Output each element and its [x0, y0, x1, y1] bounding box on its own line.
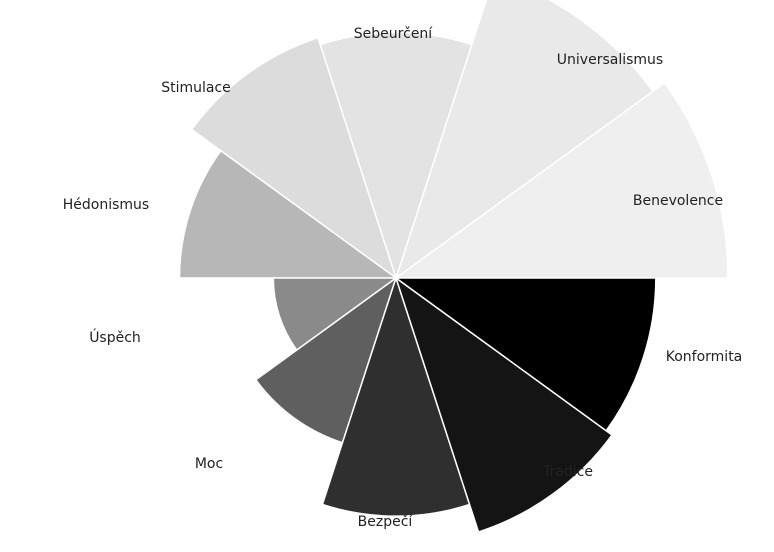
label-tradice: Tradice	[542, 464, 593, 480]
petal-tradice	[394, 276, 614, 533]
petal-stimulace	[190, 36, 398, 280]
petal-moc	[254, 276, 398, 444]
label-sebeurceni: Sebeurčení	[354, 26, 434, 42]
label-moc: Moc	[195, 456, 223, 472]
petal-konformita	[393, 277, 657, 432]
petal-bezpeci	[321, 275, 471, 517]
labels-group: Benevolence Universalismus Sebeurčení Stimu…	[63, 26, 743, 530]
label-bezpeci: Bezpečí	[358, 514, 414, 530]
petal-hedonismus	[178, 149, 399, 279]
petals-group	[178, 0, 729, 533]
petal-universalismus	[394, 0, 654, 280]
petal-benevolence	[393, 81, 729, 279]
label-konformita: Konformita	[666, 349, 743, 365]
label-uspech: Úspěch	[89, 328, 141, 346]
label-hedonismus: Hédonismus	[63, 197, 149, 213]
label-universalismus: Universalismus	[557, 52, 663, 68]
petal-sebeurceni	[319, 31, 473, 281]
petal-uspech	[272, 277, 399, 352]
label-stimulace: Stimulace	[161, 80, 231, 96]
label-benevolence: Benevolence	[633, 193, 723, 209]
